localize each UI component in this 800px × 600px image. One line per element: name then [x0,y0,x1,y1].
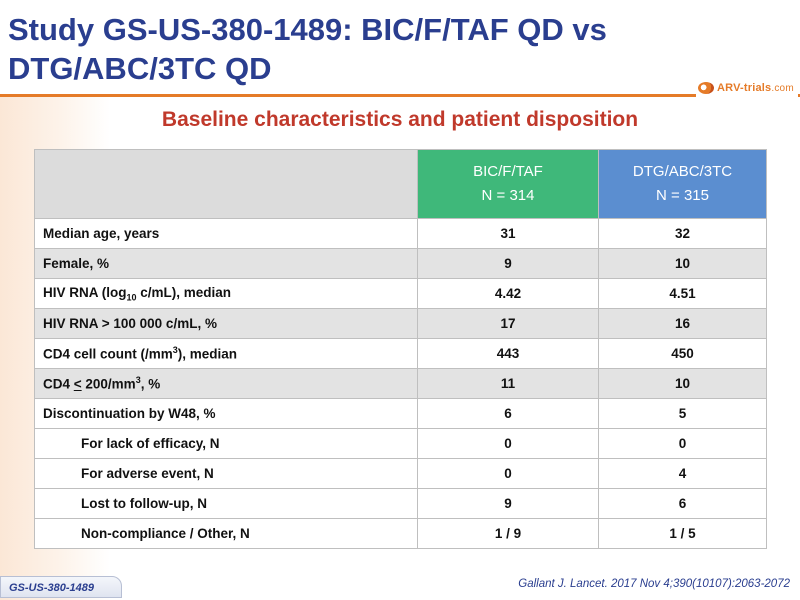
value-bic: 0 [417,458,599,489]
row-label: For adverse event, N [34,458,418,489]
row-label-text-after: 200/mm [81,376,136,392]
table-row: CD4 cell count (/mm3), median 443 450 [34,338,767,369]
value-bic: 0 [417,428,599,459]
value-dtg: 6 [598,488,767,519]
value-dtg: 10 [598,368,767,399]
table-row: For lack of efficacy, N 0 0 [34,428,767,459]
row-label-superscript: 3 [172,345,178,356]
row-label-text-end: , % [140,376,161,392]
header-blank-cell [34,149,418,219]
value-dtg: 4.51 [598,278,767,309]
table-row: CD4 < 200/mm3, % 11 10 [34,368,767,399]
value-bic: 443 [417,338,599,369]
row-label-text: HIV RNA (log [43,284,127,300]
value-bic: 17 [417,308,599,339]
value-bic: 4.42 [417,278,599,309]
value-bic: 31 [417,218,599,249]
header-dtg-abc-3tc-n: N = 315 [656,187,709,204]
arv-trials-logo: ARV-trials.com [696,79,798,97]
row-label-text-after: c/mL), median [136,284,232,300]
arv-trials-logo-icon [698,82,714,94]
row-label-subscript: 10 [126,292,137,303]
table-row: For adverse event, N 0 4 [34,458,767,489]
study-footer-tag: GS-US-380-1489 [0,576,122,598]
row-label: Median age, years [34,218,418,249]
value-dtg: 32 [598,218,767,249]
header-bic-f-taf-n: N = 314 [481,187,535,204]
row-label: Discontinuation by W48, % [34,398,418,429]
value-dtg: 5 [598,398,767,429]
value-dtg: 16 [598,308,767,339]
citation: Gallant J. Lancet. 2017 Nov 4;390(10107)… [518,578,790,590]
logo-text: ARV-trials.com [717,82,794,94]
value-bic: 9 [417,248,599,279]
row-label: Non-compliance / Other, N [34,518,418,549]
table-row: HIV RNA > 100 000 c/mL, % 17 16 [34,308,767,339]
baseline-table: BIC/F/TAF N = 314 DTG/ABC/3TC N = 315 Me… [34,149,767,549]
table-row: Non-compliance / Other, N 1 / 9 1 / 5 [34,518,767,549]
row-label: Female, % [34,248,418,279]
table-row: HIV RNA (log10 c/mL), median 4.42 4.51 [34,278,767,309]
row-label: CD4 cell count (/mm3), median [34,338,418,369]
table-row: Female, % 9 10 [34,248,767,279]
row-label: CD4 < 200/mm3, % [34,368,418,399]
table-row: Median age, years 31 32 [34,218,767,249]
table-row: Discontinuation by W48, % 6 5 [34,398,767,429]
row-label-text-after: ), median [177,346,238,362]
header-bic-f-taf: BIC/F/TAF N = 314 [417,149,599,219]
page-title: Study GS-US-380-1489: BIC/F/TAF QD vs DT… [8,12,607,86]
table-row: Lost to follow-up, N 9 6 [34,488,767,519]
row-label-text: CD4 cell count (/mm [43,346,173,362]
row-label-superscript: 3 [135,375,141,386]
value-bic: 6 [417,398,599,429]
value-bic: 1 / 9 [417,518,599,549]
value-dtg: 10 [598,248,767,279]
value-dtg: 450 [598,338,767,369]
value-dtg: 1 / 5 [598,518,767,549]
header-dtg-abc-3tc-name: DTG/ABC/3TC [632,163,733,180]
header-bic-f-taf-name: BIC/F/TAF [473,163,543,180]
row-label: HIV RNA (log10 c/mL), median [34,278,418,309]
value-bic: 9 [417,488,599,519]
row-label: Lost to follow-up, N [34,488,418,519]
logo-domain: .com [771,83,794,94]
row-label: For lack of efficacy, N [34,428,418,459]
logo-name: ARV-trials [717,82,772,94]
header-dtg-abc-3tc: DTG/ABC/3TC N = 315 [598,149,767,219]
value-bic: 11 [417,368,599,399]
slide-subtitle: Baseline characteristics and patient dis… [161,108,639,131]
row-label-text: CD4 [43,376,74,392]
row-label-underlined: < [73,376,82,392]
title-divider [0,94,800,97]
value-dtg: 4 [598,458,767,489]
value-dtg: 0 [598,428,767,459]
table-header-row: BIC/F/TAF N = 314 DTG/ABC/3TC N = 315 [34,149,767,219]
row-label: HIV RNA > 100 000 c/mL, % [34,308,418,339]
